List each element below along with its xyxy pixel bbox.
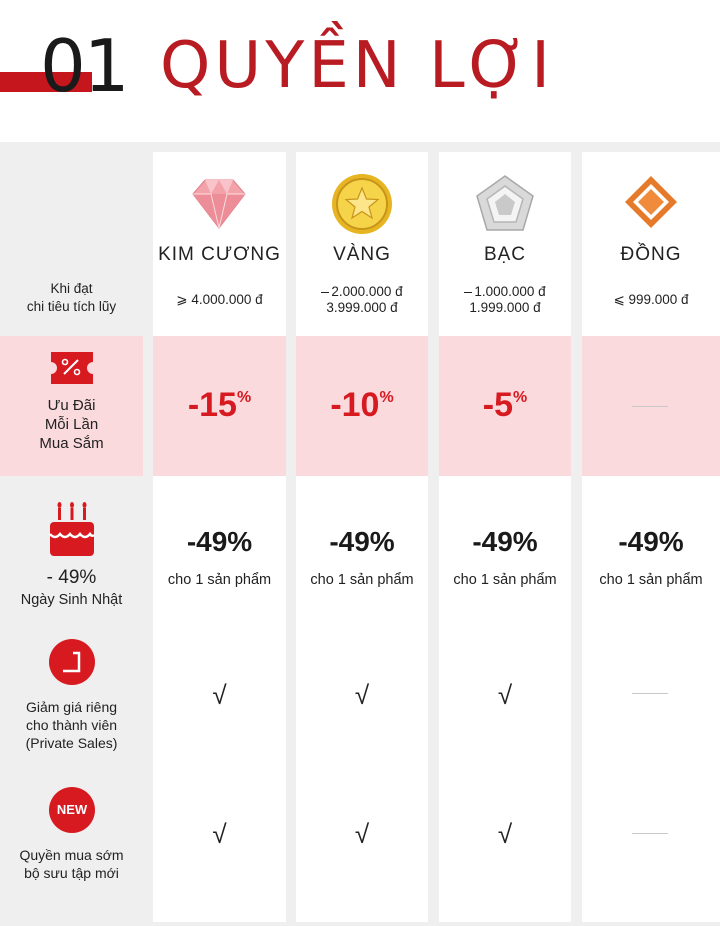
new-collection-check-gold: √ [354, 819, 370, 849]
birthday-cake-icon [49, 502, 95, 556]
tier-name-silver: BẠC [483, 244, 527, 265]
discount-diamond: -15% [187, 386, 252, 424]
birthday-bronze: -49% [618, 526, 684, 557]
coupon-icon [51, 352, 93, 384]
new-badge-text: NEW [56, 802, 88, 817]
birthday-diamond: -49% [186, 526, 253, 557]
private-sales-check-gold: √ [354, 680, 370, 710]
benefits-table: KIM CƯƠNG VÀNG BẠC ĐỒNG Khi đạt chi tiêu… [0, 142, 720, 926]
tier-column-diamond [153, 152, 286, 922]
section-number: 01 [40, 24, 130, 108]
birthday-sub-gold: cho 1 sản phẩm [310, 572, 414, 588]
birthday-sub-silver: cho 1 sản phẩm [453, 572, 557, 588]
header-accent-bar [0, 72, 92, 92]
birthday-sub-diamond: cho 1 sản phẩm [167, 572, 272, 588]
discount-cell-silver-bg [439, 336, 571, 476]
tier-name-diamond: KIM CƯƠNG [158, 244, 281, 265]
tier-name-gold: VÀNG [333, 244, 391, 265]
bronze-diamond-icon [625, 176, 677, 228]
tier-range-bronze: ⩽ 999.000 đ [613, 292, 689, 307]
threshold-label: Khi đạt chi tiêu tích lũy [26, 281, 117, 314]
page-title: QUYỀN LỢI [160, 29, 554, 103]
private-sales-none-bronze [632, 693, 668, 694]
discount-silver: -5% [482, 386, 528, 424]
tier-range-gold: 2.000.000 đ 3.999.000 đ [296, 284, 428, 316]
diamond-icon [192, 179, 246, 229]
tier-name-bronze: ĐỒNG [620, 244, 682, 265]
private-sales-check-diamond: √ [212, 680, 227, 710]
discount-cell-gold-bg [296, 336, 428, 476]
new-collection-check-diamond: √ [212, 819, 227, 849]
birthday-silver: -49% [472, 526, 538, 557]
new-collection-none-bronze [632, 833, 668, 834]
tier-column-gold [296, 152, 428, 922]
new-badge-icon [49, 787, 95, 833]
birthday-sub-bronze: cho 1 sản phẩm [599, 572, 703, 588]
private-sales-row-label: Giảm giá riêng cho thành viên (Private S… [25, 699, 118, 751]
discount-row-label: Ưu Đãi Mỗi Lần Mua Sắm [39, 397, 104, 452]
private-sales-icon [49, 639, 95, 685]
private-sales-check-silver: √ [497, 680, 513, 710]
birthday-row-label: - 49% Ngày Sinh Nhật [20, 567, 123, 608]
discount-none-bronze [632, 406, 668, 407]
birthday-gold: -49% [329, 526, 395, 557]
discount-cell-diamond-bg [153, 336, 286, 476]
new-collection-check-silver: √ [497, 819, 513, 849]
silver-pentagon-icon [476, 175, 534, 231]
tier-column-bronze [582, 152, 720, 922]
tier-range-diamond: ⩾ 4.000.000 đ [176, 292, 263, 307]
new-collection-row-label: Quyền mua sớm bộ sưu tập mới [19, 847, 124, 881]
header: 01 QUYỀN LỢI [0, 0, 720, 142]
tier-range-silver: 1.000.000 đ 1.999.000 đ [439, 284, 571, 316]
discount-gold: -10% [330, 386, 394, 424]
gold-star-medal-icon [332, 174, 392, 234]
tier-column-silver [439, 152, 571, 922]
